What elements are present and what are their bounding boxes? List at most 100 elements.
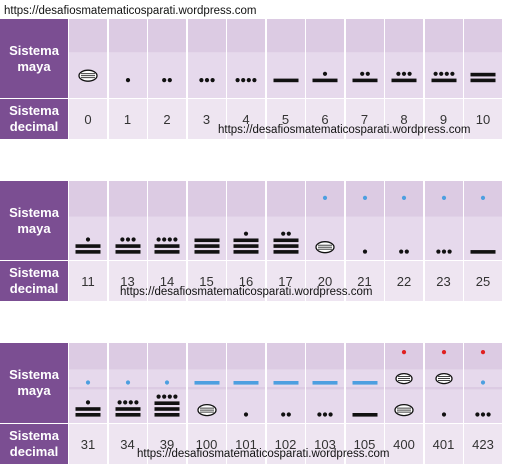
dot-glyph (322, 195, 328, 200)
maya-cell (385, 19, 423, 98)
bar-glyph (154, 413, 180, 417)
maya-cell (424, 343, 463, 423)
bar-glyph (75, 407, 101, 411)
dot-glyph (407, 71, 412, 76)
dot-glyph (243, 231, 249, 236)
bar-glyph (115, 244, 140, 248)
dot-glyph (317, 412, 322, 417)
decimal-value-cell: 11 (69, 261, 107, 301)
maya-numeral-34 (108, 369, 147, 423)
bar-glyph (194, 250, 219, 254)
label-sistema-decimal: Sistema decimal (0, 261, 68, 301)
dot-glyph (399, 249, 404, 254)
bar-glyph (273, 250, 298, 254)
level-band (108, 369, 147, 387)
maya-numeral-25 (464, 195, 502, 260)
level-band (266, 52, 305, 98)
bar-glyph (75, 250, 101, 254)
decimal-value-cell: 7 (345, 99, 384, 139)
maya-cell (69, 19, 107, 98)
maya-cell (306, 343, 344, 423)
maya-cell (108, 181, 147, 260)
level-band (306, 389, 344, 423)
level-band (424, 389, 463, 423)
dot-glyph (480, 195, 486, 200)
dot-glyph (322, 71, 328, 76)
bar-glyph (115, 250, 140, 254)
dot-glyph (486, 412, 491, 417)
maya-cell (187, 343, 226, 423)
dot-glyph (286, 231, 291, 236)
maya-numeral-8 (385, 52, 423, 98)
dot-glyph (125, 237, 130, 242)
dot-glyph (162, 394, 167, 399)
maya-cell (187, 181, 226, 260)
dot-glyph (167, 78, 172, 83)
maya-cell (306, 181, 344, 260)
dot-glyph (204, 78, 209, 83)
maya-numeral-401 (424, 350, 463, 423)
bar-glyph (194, 244, 219, 248)
level-band (306, 216, 344, 260)
dot-glyph (210, 78, 215, 83)
maya-numeral-103 (306, 369, 344, 423)
maya-cell (227, 181, 265, 260)
decimal-value-cell: 15 (187, 261, 226, 301)
dot-glyph (162, 78, 167, 83)
maya-numeral-4 (227, 52, 265, 98)
maya-numeral-13 (108, 216, 147, 260)
maya-numeral-102 (266, 369, 305, 423)
maya-cell (187, 19, 226, 98)
dot-glyph (173, 394, 178, 399)
level-band (424, 52, 463, 98)
dot-glyph (167, 394, 172, 399)
maya-cell (464, 343, 502, 423)
level-band (345, 52, 384, 98)
bar-glyph (273, 238, 298, 243)
decimal-value-cell: 14 (148, 261, 186, 301)
maya-numeral-31 (69, 369, 107, 423)
level-band (266, 389, 305, 423)
maya-cell (424, 19, 463, 98)
level-band (385, 216, 423, 260)
decimal-value-cell: 23 (424, 261, 463, 301)
dot-glyph (480, 380, 486, 385)
dot-glyph (164, 380, 170, 385)
bar-glyph (194, 381, 219, 385)
decimal-value-cell: 16 (227, 261, 265, 301)
maya-numeral-11 (69, 216, 107, 260)
dot-glyph (131, 237, 136, 242)
label-sistema-maya: Sistema maya (0, 343, 68, 423)
bar-glyph (470, 78, 496, 83)
decimal-value-cell: 401 (424, 424, 463, 464)
maya-numeral-6 (306, 52, 344, 98)
decimal-value-cell: 0 (69, 99, 107, 139)
dot-glyph (125, 380, 130, 385)
dot-glyph (359, 71, 364, 76)
decimal-value-cell: 2 (148, 99, 186, 139)
decimal-value-cell: 100 (187, 424, 226, 464)
dot-glyph (365, 71, 370, 76)
bar-glyph (75, 244, 101, 248)
bar-glyph (154, 407, 180, 411)
bar-glyph (431, 78, 456, 83)
level-band (148, 389, 186, 423)
dot-glyph (362, 249, 367, 254)
maya-numeral-10 (464, 52, 502, 98)
bar-glyph (154, 250, 180, 254)
dot-glyph (156, 394, 161, 399)
dot-glyph (441, 195, 446, 200)
level-band (69, 369, 107, 387)
decimal-value-cell: 103 (306, 424, 344, 464)
maya-numeral-423 (464, 350, 502, 423)
dot-glyph (167, 237, 172, 242)
level-band (69, 389, 107, 423)
decimal-value-cell: 10 (464, 99, 502, 139)
decimal-value-cell: 39 (148, 424, 186, 464)
dot-glyph (444, 71, 449, 76)
dot-glyph (85, 400, 91, 405)
watermark-url: https://desafiosmatematicosparati.wordpr… (137, 448, 390, 460)
maya-numeral-5 (266, 52, 305, 98)
label-sistema-maya: Sistema maya (0, 19, 68, 98)
bar-glyph (470, 72, 496, 77)
